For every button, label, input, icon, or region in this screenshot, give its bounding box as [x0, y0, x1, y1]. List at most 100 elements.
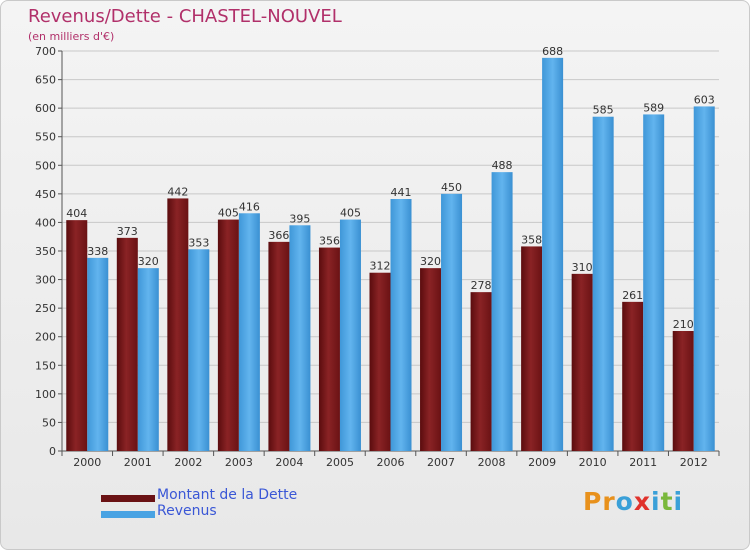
data-label-revenue-2006: 441 [391, 186, 412, 199]
y-tick-label: 700 [35, 45, 56, 58]
y-tick-label: 500 [35, 159, 56, 172]
data-label-revenue-2012: 603 [694, 93, 715, 106]
data-label-revenue-2008: 488 [492, 159, 513, 172]
y-tick-label: 50 [42, 416, 56, 429]
bar-revenue-2004 [289, 225, 311, 451]
logo-letter: i [673, 487, 684, 516]
y-tick-label: 100 [35, 388, 56, 401]
data-label-revenue-2005: 405 [340, 207, 361, 220]
bar-revenue-2006 [390, 199, 412, 451]
data-label-debt-2003: 405 [218, 207, 239, 220]
data-label-debt-2012: 210 [673, 318, 694, 331]
bar-debt-2011 [622, 301, 644, 451]
bar-debt-2002 [167, 198, 189, 451]
x-tick-label: 2010 [579, 456, 607, 469]
labels-layer: 0 50 100 150 200 250 300 350 400 450 500 550 600 650 7… [35, 45, 715, 469]
bar-revenue-2010 [592, 116, 614, 451]
data-label-revenue-2003: 416 [239, 200, 260, 213]
x-tick-label: 2002 [174, 456, 202, 469]
proxiti-logo: Proxiti [583, 487, 683, 516]
bar-revenue-2002 [188, 249, 210, 451]
bar-revenue-2000 [87, 257, 109, 451]
bar-revenue-2003 [238, 213, 260, 451]
x-tick-label: 2008 [478, 456, 506, 469]
bar-debt-2008 [470, 292, 492, 451]
data-label-revenue-2000: 338 [87, 245, 108, 258]
legend-swatch-revenue [101, 510, 155, 518]
data-label-debt-2008: 278 [471, 279, 492, 292]
data-label-debt-2000: 404 [66, 207, 87, 220]
x-tick-label: 2005 [326, 456, 354, 469]
y-tick-label: 400 [35, 216, 56, 229]
y-tick-label: 0 [49, 445, 56, 458]
x-tick-label: 2009 [528, 456, 556, 469]
data-label-revenue-2009: 688 [542, 45, 563, 58]
logo-letter: P [583, 487, 603, 516]
data-label-debt-2004: 366 [268, 229, 289, 242]
bar-debt-2001 [116, 237, 138, 451]
y-tick-label: 200 [35, 331, 56, 344]
data-label-debt-2010: 310 [572, 261, 593, 274]
x-tick-label: 2012 [680, 456, 708, 469]
data-label-debt-2007: 320 [420, 255, 441, 268]
bar-revenue-2011 [643, 114, 665, 451]
logo-letter: x [633, 487, 651, 516]
bar-debt-2012 [672, 331, 694, 451]
logo-letter: i [651, 487, 661, 516]
x-tick-label: 2006 [377, 456, 405, 469]
bar-debt-2004 [268, 241, 290, 451]
y-tick-label: 550 [35, 131, 56, 144]
data-label-debt-2011: 261 [622, 289, 643, 302]
y-tick-label: 150 [35, 359, 56, 372]
y-tick-label: 350 [35, 245, 56, 258]
logo-letter: t [660, 487, 674, 516]
bar-debt-2009 [521, 246, 543, 451]
bar-revenue-2005 [339, 219, 361, 451]
x-tick-label: 2003 [225, 456, 253, 469]
data-label-revenue-2001: 320 [138, 255, 159, 268]
bar-revenue-2009 [542, 57, 564, 451]
bar-revenue-2012 [693, 106, 715, 451]
data-label-revenue-2002: 353 [188, 236, 209, 249]
x-tick-label: 2007 [427, 456, 455, 469]
y-tick-label: 300 [35, 274, 56, 287]
bar-revenue-2007 [441, 193, 463, 451]
chart-title: Revenus/Dette - CHASTEL-NOUVEL [28, 6, 342, 27]
legend-label-revenue: Revenus [157, 503, 217, 519]
bar-debt-2000 [66, 220, 88, 451]
logo-letter: r [602, 487, 616, 516]
bar-debt-2007 [420, 268, 442, 451]
x-tick-label: 2011 [629, 456, 657, 469]
data-label-debt-2005: 356 [319, 235, 340, 248]
legend-label-debt: Montant de la Dette [157, 487, 298, 503]
bar-revenue-2001 [137, 268, 159, 451]
y-tick-label: 450 [35, 188, 56, 201]
data-label-revenue-2010: 585 [593, 104, 614, 117]
bar-debt-2006 [369, 272, 391, 451]
legend-swatch-debt [101, 494, 155, 502]
data-label-revenue-2011: 589 [643, 101, 664, 114]
data-label-debt-2006: 312 [370, 260, 391, 273]
data-label-debt-2001: 373 [117, 225, 138, 238]
y-tick-label: 650 [35, 74, 56, 87]
logo-letter: o [615, 487, 634, 516]
x-tick-label: 2004 [275, 456, 303, 469]
legend-item-debt: Montant de la Dette [101, 487, 297, 504]
bar-debt-2003 [217, 219, 239, 451]
bars-layer [66, 57, 715, 451]
y-tick-label: 250 [35, 302, 56, 315]
bar-debt-2005 [318, 247, 340, 451]
data-label-debt-2002: 442 [167, 185, 188, 198]
bar-debt-2010 [571, 273, 593, 451]
data-label-debt-2009: 358 [521, 233, 542, 246]
x-tick-label: 2001 [124, 456, 152, 469]
x-tick-label: 2000 [73, 456, 101, 469]
bar-revenue-2008 [491, 172, 513, 451]
y-tick-label: 600 [35, 102, 56, 115]
chart-subtitle: (en milliers d'€) [28, 30, 115, 43]
legend-item-revenue: Revenus [101, 503, 217, 520]
data-label-revenue-2004: 395 [289, 212, 310, 225]
data-label-revenue-2007: 450 [441, 181, 462, 194]
